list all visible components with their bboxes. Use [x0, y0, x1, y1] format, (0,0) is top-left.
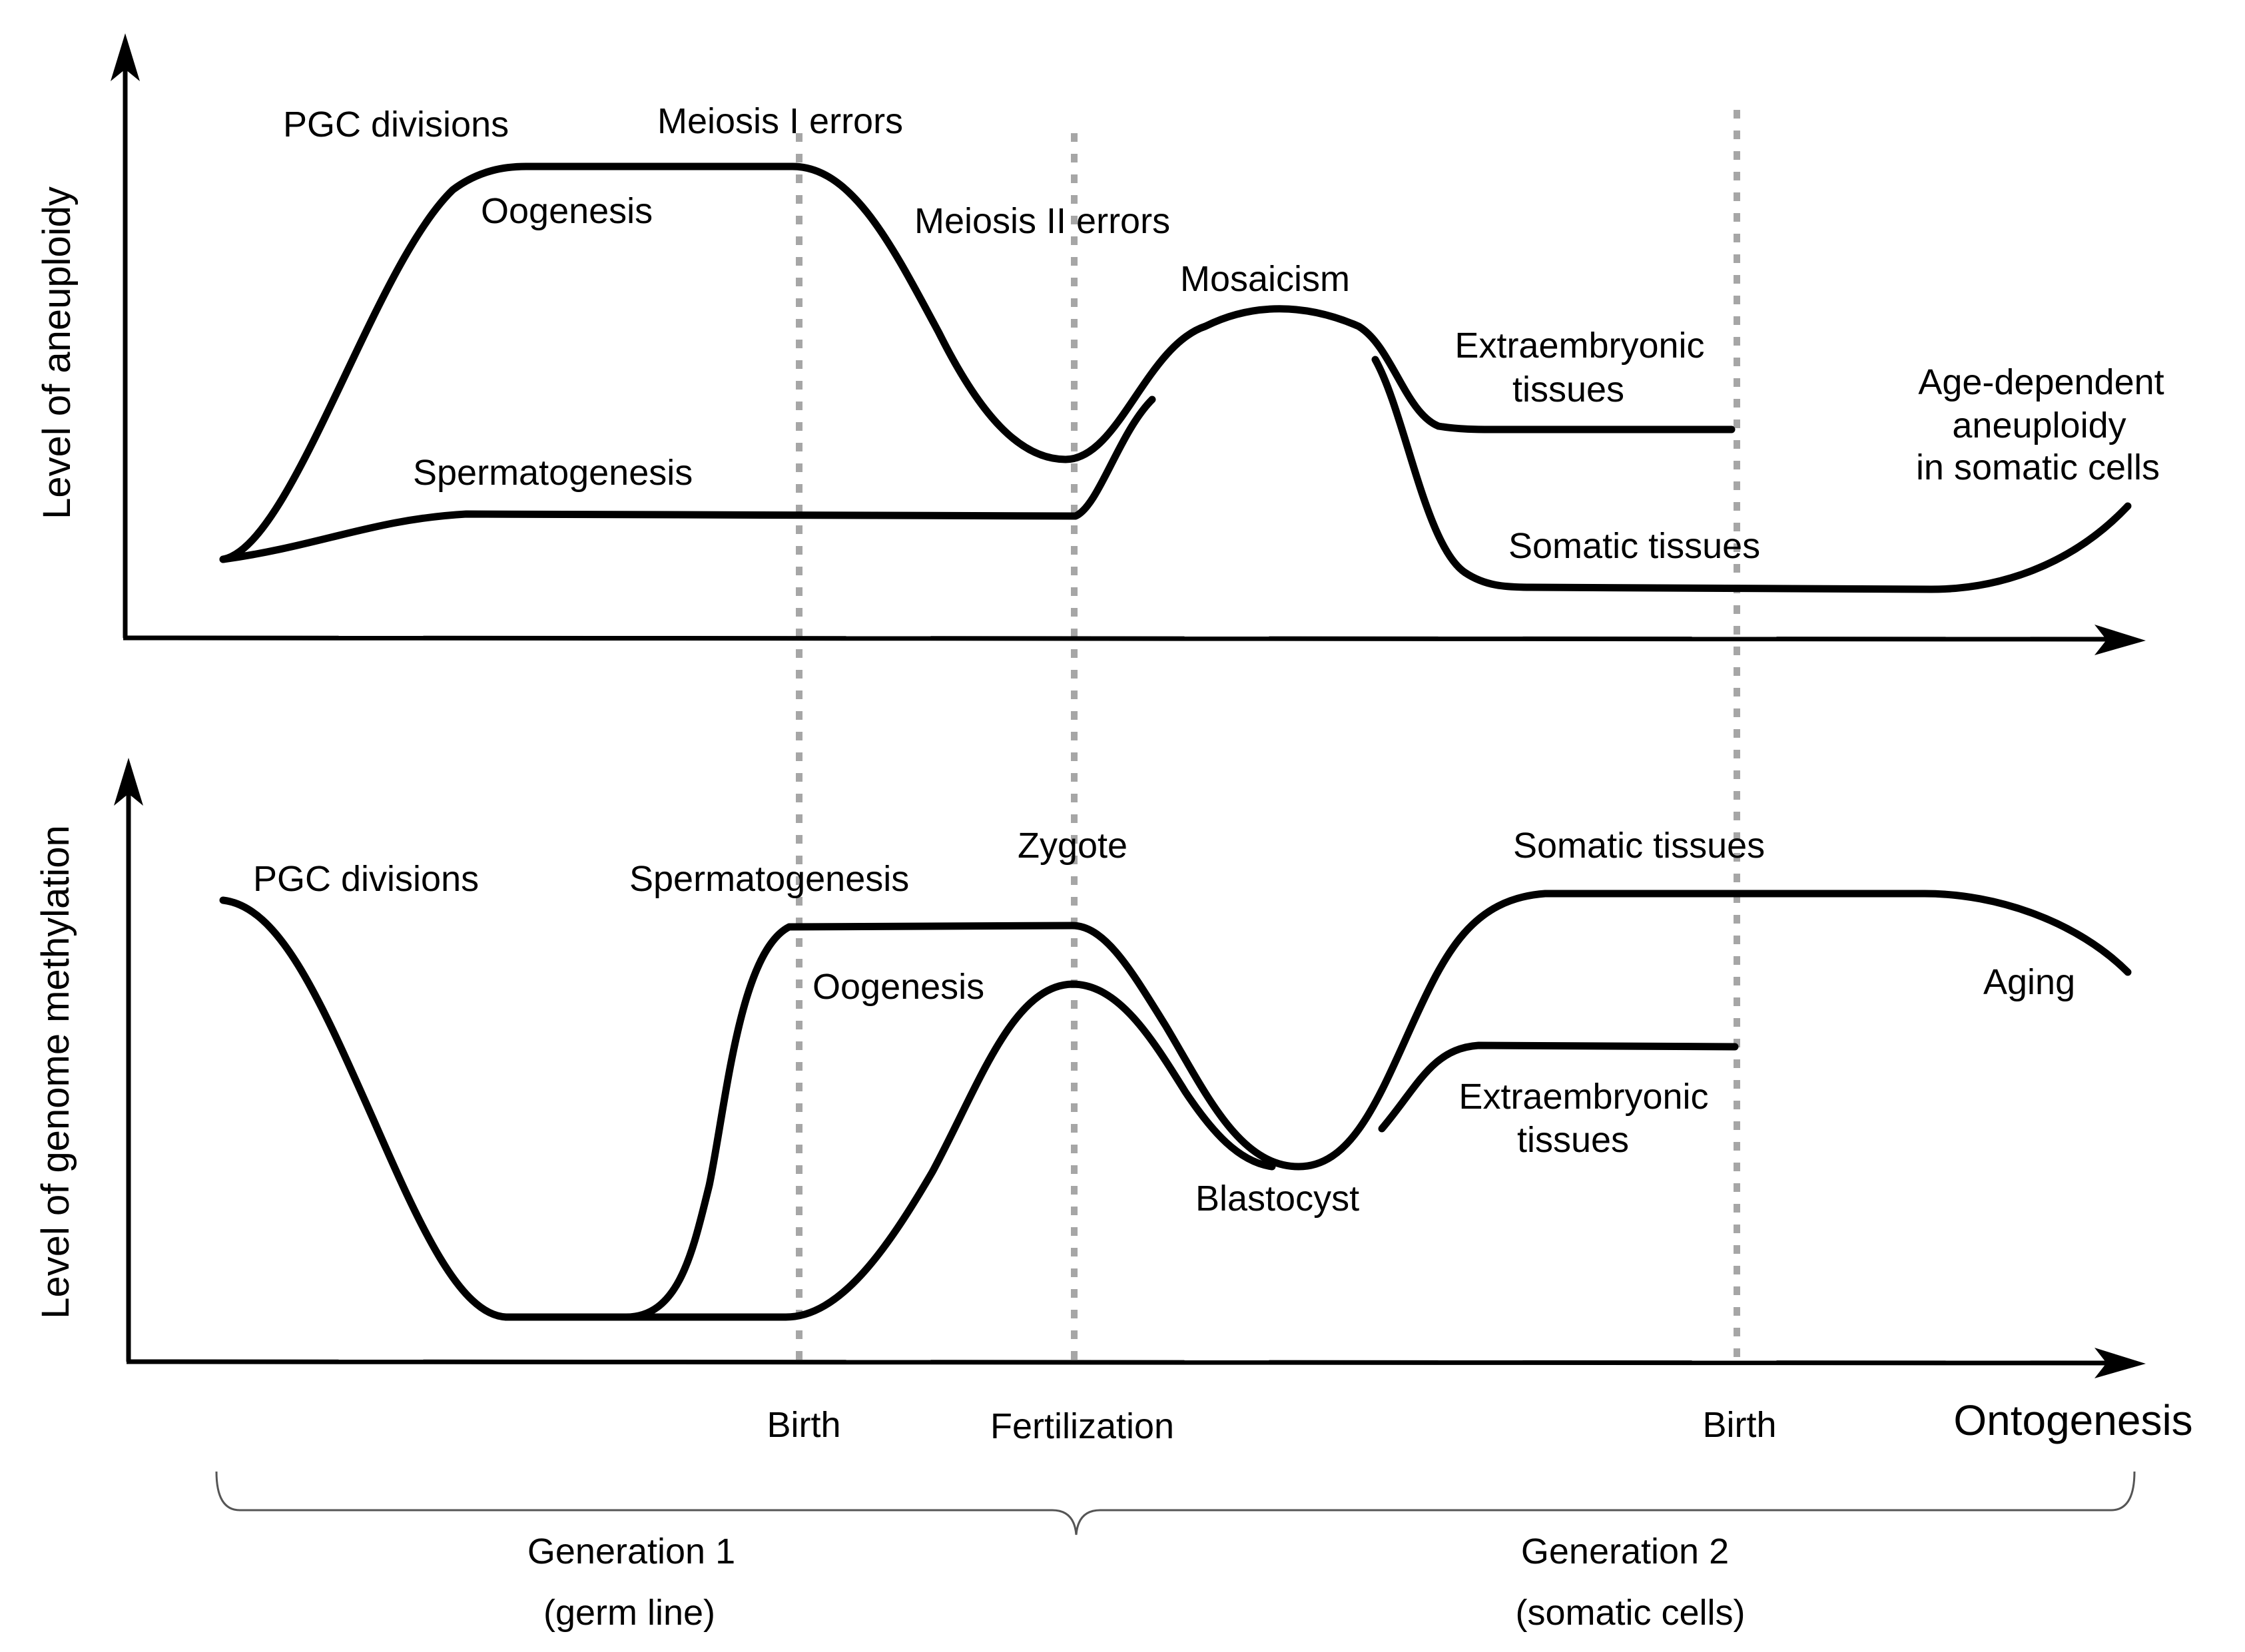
bottom-label-zygote: Zygote [1018, 826, 1127, 866]
bottom-label-blastocyst: Blastocyst [1195, 1179, 1359, 1219]
top-label-extraembryonic-tissues: tissues [1512, 370, 1624, 410]
event-label-birth-2: Birth [1702, 1405, 1776, 1445]
generation-2-label: Generation 2 [1521, 1531, 1729, 1571]
x-axis-title: Ontogenesis [1953, 1396, 2192, 1444]
top-label-spermatogenesis: Spermatogenesis [413, 453, 693, 493]
top-label-oogenesis: Oogenesis [481, 191, 653, 231]
top-spermatogenesis-curve [219, 396, 1156, 563]
top-label-meiosis-1-errors: Meiosis I errors [657, 101, 903, 141]
top-oogenesis-curve [219, 162, 1736, 563]
bottom-label-somatic-tissues: Somatic tissues [1513, 826, 1765, 866]
top-x-axis-arrowhead [2094, 625, 2146, 655]
top-label-aneuploidy: aneuploidy [1952, 406, 2126, 445]
bottom-label-spermatogenesis: Spermatogenesis [629, 859, 909, 899]
top-label-somatic-tissues: Somatic tissues [1508, 526, 1760, 566]
bottom-y-axis-arrowhead [114, 758, 143, 806]
bottom-y-axis-title: Level of genome methylation [34, 825, 77, 1319]
top-label-age-dependent: Age-dependent [1918, 362, 2164, 402]
generation-2-sublabel: (somatic cells) [1515, 1593, 1745, 1633]
top-label-in-somatic-cells: in somatic cells [1916, 447, 2160, 487]
generation-2-brace [1100, 1471, 2136, 1512]
generation-1-brace [215, 1471, 1101, 1535]
top-y-axis-arrowhead [111, 33, 140, 81]
bottom-label-aging: Aging [1983, 962, 2075, 1002]
bottom-label-oogenesis: Oogenesis [812, 967, 984, 1007]
top-label-mosaicism: Mosaicism [1180, 259, 1350, 299]
bottom-oogenesis-curve [502, 980, 1276, 1321]
bottom-spermatogenesis-curve [219, 890, 2132, 1321]
event-label-birth-1: Birth [767, 1405, 840, 1445]
top-label-pgc-divisions: PGC divisions [283, 105, 509, 144]
bottom-x-axis-arrowhead [2094, 1348, 2146, 1378]
bottom-label-pgc-divisions: PGC divisions [253, 859, 479, 899]
generation-1-sublabel: (germ line) [543, 1593, 715, 1633]
bottom-label-extraembryonic-tissues: tissues [1517, 1120, 1629, 1160]
top-x-axis [123, 635, 2115, 642]
bottom-extraembryonic-curve [1378, 1041, 1739, 1133]
top-label-extraembryonic: Extraembryonic [1454, 326, 1704, 366]
top-label-meiosis-2-errors: Meiosis II errors [914, 201, 1170, 241]
generation-1-label: Generation 1 [527, 1531, 735, 1571]
bottom-x-axis [126, 1359, 2115, 1366]
bottom-label-extraembryonic: Extraembryonic [1458, 1077, 1708, 1117]
top-y-axis-title: Level of aneuploidy [35, 186, 79, 519]
top-somatic-curve [1371, 356, 2132, 593]
event-label-fertilization: Fertilization [990, 1406, 1174, 1446]
